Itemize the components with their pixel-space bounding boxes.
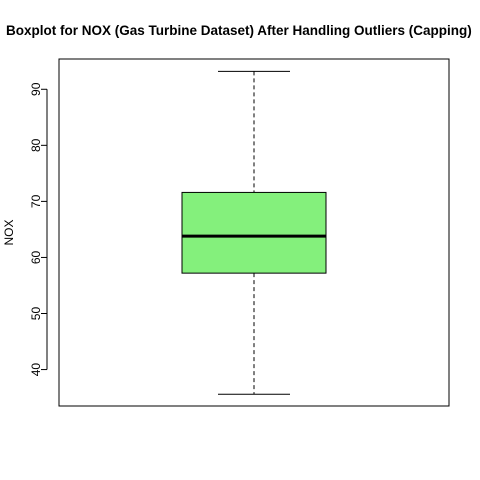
y-tick-label: 90	[29, 82, 43, 96]
y-tick-label: 70	[29, 194, 43, 208]
y-tick-label: 80	[29, 138, 43, 152]
plot-frame	[58, 58, 450, 407]
y-axis-label: NOX	[2, 219, 16, 245]
iqr-box	[181, 191, 327, 274]
y-tick-label: 60	[29, 250, 43, 264]
chart-title: Boxplot for NOX (Gas Turbine Dataset) Af…	[6, 23, 472, 38]
y-tick-label: 50	[29, 307, 43, 321]
y-tick-label: 40	[29, 363, 43, 377]
